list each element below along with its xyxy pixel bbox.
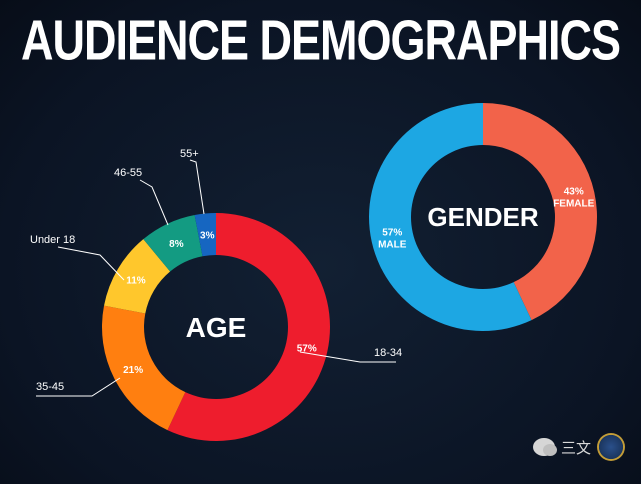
age-label-35-45: 35-45 (36, 381, 64, 393)
age-label-18-34: 18-34 (374, 347, 402, 359)
age-leader-46-55 (139, 179, 169, 226)
age-center-label: AGE (186, 312, 247, 343)
age-leader-35-45 (36, 377, 121, 397)
watermark: 三文 (532, 432, 625, 462)
gender-value-male: 57% (382, 227, 402, 238)
age-leader-under-18 (57, 246, 125, 281)
age-slice-under-18 (104, 239, 171, 314)
gender-label-male: MALE (378, 239, 407, 250)
age-slice-35-45 (101, 305, 186, 431)
page-title: AUDIENCE DEMOGRAPHICS (20, 8, 621, 72)
age-value-35-45: 21% (123, 365, 143, 376)
age-slice-46-55 (143, 215, 203, 272)
age-label-55: 55+ (180, 148, 199, 160)
age-label-under-18: Under 18 (30, 234, 75, 246)
age-value-55: 3% (200, 230, 215, 241)
watermark-text: 三文 (560, 438, 591, 457)
gender-slice-male (369, 103, 532, 331)
gender-center-label: GENDER (427, 202, 538, 232)
age-value-under-18: 11% (126, 276, 146, 287)
gender-label-female: FEMALE (553, 199, 594, 210)
wechat-icon (532, 438, 557, 456)
gender-slice-female (483, 103, 597, 321)
gender-value-female: 43% (564, 187, 584, 198)
age-value-18-34: 57% (297, 343, 317, 354)
age-value-46-55: 8% (169, 239, 184, 250)
age-leader-18-34 (299, 351, 396, 363)
age-slice-18-34 (167, 213, 331, 441)
seal-logo-icon (597, 433, 625, 461)
age-label-46-55: 46-55 (114, 167, 142, 179)
age-leader-55 (189, 159, 205, 215)
age-slice-55 (194, 213, 216, 257)
